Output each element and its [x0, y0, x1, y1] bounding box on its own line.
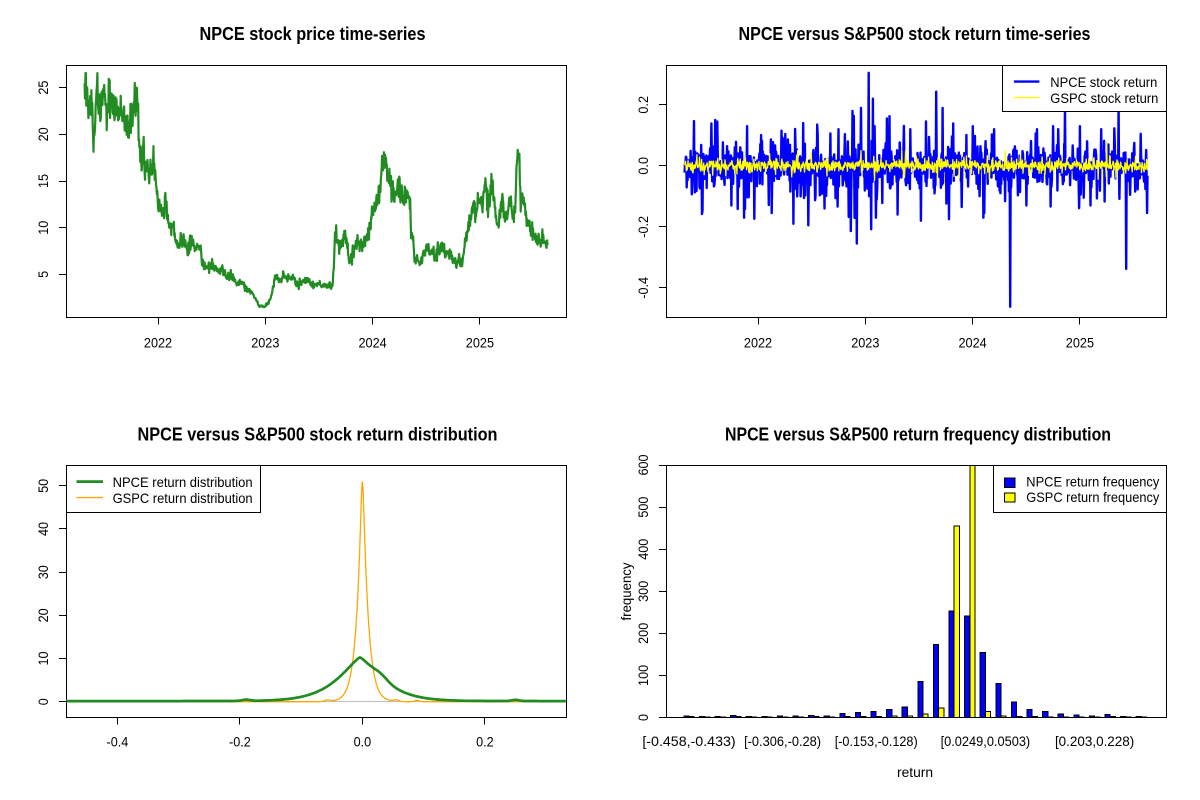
- svg-text:300: 300: [635, 581, 651, 602]
- svg-text:600: 600: [635, 454, 651, 475]
- svg-text:GSPC return distribution: GSPC return distribution: [113, 490, 253, 506]
- svg-text:30: 30: [35, 565, 51, 579]
- svg-text:0: 0: [635, 714, 651, 721]
- svg-text:2025: 2025: [466, 335, 494, 351]
- svg-text:NPCE stock return: NPCE stock return: [1050, 74, 1157, 90]
- svg-text:NPCE versus S&P500 stock retur: NPCE versus S&P500 stock return time-ser…: [739, 24, 1091, 44]
- svg-text:50: 50: [35, 479, 51, 493]
- svg-text:[-0.306,-0.28): [-0.306,-0.28): [744, 733, 821, 749]
- svg-text:5: 5: [35, 271, 51, 278]
- svg-text:100: 100: [635, 665, 651, 686]
- svg-text:40: 40: [35, 522, 51, 536]
- svg-text:25: 25: [35, 80, 51, 94]
- svg-text:-0.2: -0.2: [229, 733, 251, 749]
- svg-text:2023: 2023: [251, 335, 279, 351]
- svg-text:0.2: 0.2: [476, 733, 494, 749]
- svg-text:[-0.153,-0.128): [-0.153,-0.128): [835, 733, 918, 749]
- svg-text:[0.203,0.228): [0.203,0.228): [1055, 733, 1134, 749]
- svg-text:2022: 2022: [144, 335, 172, 351]
- svg-text:[0.0249,0.0503): [0.0249,0.0503): [941, 733, 1031, 749]
- svg-text:GSPC return frequency: GSPC return frequency: [1026, 489, 1159, 505]
- svg-text:NPCE versus S&P500 return freq: NPCE versus S&P500 return frequency dist…: [725, 425, 1111, 445]
- svg-text:-0.4: -0.4: [107, 733, 129, 749]
- svg-text:500: 500: [635, 496, 651, 517]
- svg-text:200: 200: [635, 623, 651, 644]
- svg-text:0.0: 0.0: [635, 157, 651, 175]
- svg-text:20: 20: [35, 608, 51, 622]
- svg-text:10: 10: [35, 651, 51, 665]
- svg-text:-0.4: -0.4: [635, 277, 651, 299]
- svg-text:frequency: frequency: [618, 563, 634, 621]
- svg-text:0: 0: [35, 698, 51, 705]
- svg-text:2024: 2024: [959, 335, 987, 351]
- svg-text:NPCE stock price time-series: NPCE stock price time-series: [200, 24, 426, 44]
- svg-text:0.2: 0.2: [635, 96, 651, 114]
- svg-text:2025: 2025: [1066, 335, 1094, 351]
- svg-text:2023: 2023: [851, 335, 879, 351]
- svg-text:2022: 2022: [744, 335, 772, 351]
- svg-text:400: 400: [635, 538, 651, 559]
- svg-text:NPCE return frequency: NPCE return frequency: [1026, 474, 1159, 490]
- svg-text:NPCE return distribution: NPCE return distribution: [113, 474, 253, 490]
- svg-text:20: 20: [35, 127, 51, 141]
- svg-text:NPCE versus S&P500 stock retur: NPCE versus S&P500 stock return distribu…: [138, 425, 498, 445]
- svg-text:10: 10: [35, 220, 51, 234]
- svg-text:0.0: 0.0: [354, 733, 372, 749]
- svg-text:GSPC stock return: GSPC stock return: [1050, 90, 1158, 106]
- svg-text:15: 15: [35, 174, 51, 188]
- svg-text:2024: 2024: [359, 335, 387, 351]
- svg-text:[-0.458,-0.433): [-0.458,-0.433): [642, 733, 735, 749]
- svg-text:return: return: [897, 764, 933, 780]
- svg-text:-0.2: -0.2: [635, 216, 651, 238]
